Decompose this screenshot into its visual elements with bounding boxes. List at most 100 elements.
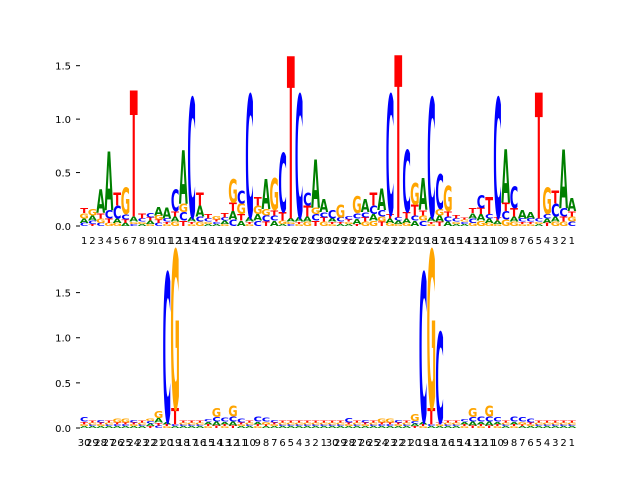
glyph-c: C <box>130 420 138 424</box>
glyph-c: C <box>146 420 154 424</box>
glyph-t: T <box>270 209 278 217</box>
glyph-g: G <box>112 222 121 227</box>
glyph-c: C <box>163 218 171 223</box>
glyph-g: G <box>261 421 270 425</box>
x-tick-label: 5 <box>536 438 542 449</box>
x-tick-label: 14 <box>458 236 471 247</box>
glyph-g: G <box>394 424 404 427</box>
glyph-t: T <box>452 215 460 220</box>
glyph-g: G <box>212 406 221 421</box>
x-tick-label: 7 <box>131 236 137 247</box>
glyph-a: A <box>220 421 229 425</box>
glyph-g: G <box>236 202 245 219</box>
glyph-c: C <box>262 215 270 224</box>
glyph-a: A <box>468 421 477 427</box>
glyph-g: G <box>484 404 493 421</box>
x-tick-label: 19 <box>227 236 240 247</box>
glyph-a: A <box>154 417 164 424</box>
glyph-t: T <box>105 420 113 423</box>
glyph-g: G <box>203 426 213 429</box>
glyph-t: T <box>171 210 179 218</box>
glyph-g: G <box>129 424 139 427</box>
glyph-t: T <box>130 56 138 258</box>
glyph-a: A <box>113 426 123 429</box>
y-tick-label: 0.5 <box>55 169 71 180</box>
glyph-t: T <box>518 424 526 427</box>
glyph-g: G <box>509 426 519 429</box>
glyph-t: T <box>155 219 163 224</box>
glyph-c: C <box>361 420 369 424</box>
glyph-c: C <box>344 216 352 221</box>
glyph-t: T <box>361 422 369 425</box>
glyph-t: T <box>551 188 560 208</box>
glyph-c: C <box>130 223 138 226</box>
glyph-g: G <box>162 223 172 226</box>
x-tick-label: 14 <box>185 236 198 247</box>
glyph-a: A <box>179 136 188 221</box>
glyph-c: C <box>212 221 220 224</box>
glyph-t: T <box>262 222 271 228</box>
glyph-a: A <box>485 421 494 427</box>
glyph-a: A <box>394 220 403 225</box>
x-tick-label: 17 <box>433 236 446 247</box>
glyph-a: A <box>559 134 568 228</box>
glyph-c: C <box>535 424 543 427</box>
glyph-a: A <box>361 426 371 429</box>
glyph-c: C <box>212 416 221 423</box>
x-tick-label: 21 <box>243 236 256 247</box>
x-tick-label: 2 <box>560 438 566 449</box>
glyph-t: T <box>328 221 336 224</box>
glyph-a: A <box>493 220 502 225</box>
x-tick-label: 23 <box>260 236 273 247</box>
glyph-a: A <box>410 220 420 228</box>
glyph-a: A <box>526 426 536 429</box>
glyph-g: G <box>137 221 147 224</box>
glyph-g: G <box>468 222 477 227</box>
glyph-g: G <box>79 424 89 427</box>
y-tick-label: 1.0 <box>55 115 71 126</box>
glyph-c: C <box>237 419 245 425</box>
glyph-t: T <box>345 219 353 222</box>
glyph-c: C <box>402 135 410 233</box>
x-tick-label: 9 <box>503 438 509 449</box>
glyph-g: G <box>146 418 155 422</box>
glyph-g: G <box>451 422 461 425</box>
glyph-a: A <box>228 208 237 222</box>
glyph-g: G <box>559 422 569 425</box>
glyph-g: G <box>402 222 411 227</box>
glyph-g: G <box>129 221 139 224</box>
glyph-c: C <box>386 424 394 427</box>
glyph-g: G <box>253 203 262 217</box>
glyph-a: A <box>104 426 114 429</box>
glyph-g: G <box>278 220 287 225</box>
glyph-t: T <box>130 422 138 425</box>
glyph-c: C <box>568 222 577 228</box>
glyph-g: G <box>79 212 89 220</box>
glyph-t: T <box>485 425 493 429</box>
glyph-c: C <box>452 218 460 223</box>
glyph-c: C <box>427 66 435 256</box>
glyph-g: G <box>179 422 189 425</box>
glyph-a: A <box>303 216 313 224</box>
glyph-c: C <box>204 419 212 423</box>
glyph-g: G <box>493 426 503 429</box>
glyph-c: C <box>113 424 121 427</box>
glyph-c: C <box>559 424 567 427</box>
x-tick-label: 17 <box>210 236 223 247</box>
glyph-c: C <box>460 221 468 224</box>
glyph-a: A <box>319 197 328 217</box>
glyph-t: T <box>279 420 287 423</box>
glyph-t: T <box>494 424 502 427</box>
glyph-c: C <box>369 424 377 427</box>
y-tick-label: 0.0 <box>55 222 71 233</box>
x-tick-label: 11 <box>235 438 248 449</box>
x-tick-label: 20 <box>160 438 173 449</box>
glyph-c: C <box>328 424 336 427</box>
glyph-a: A <box>195 426 205 429</box>
glyph-g: G <box>253 426 263 429</box>
glyph-t: T <box>254 195 262 209</box>
glyph-g: G <box>410 178 419 212</box>
x-tick-label: 16 <box>441 236 454 247</box>
glyph-t: T <box>543 420 551 423</box>
